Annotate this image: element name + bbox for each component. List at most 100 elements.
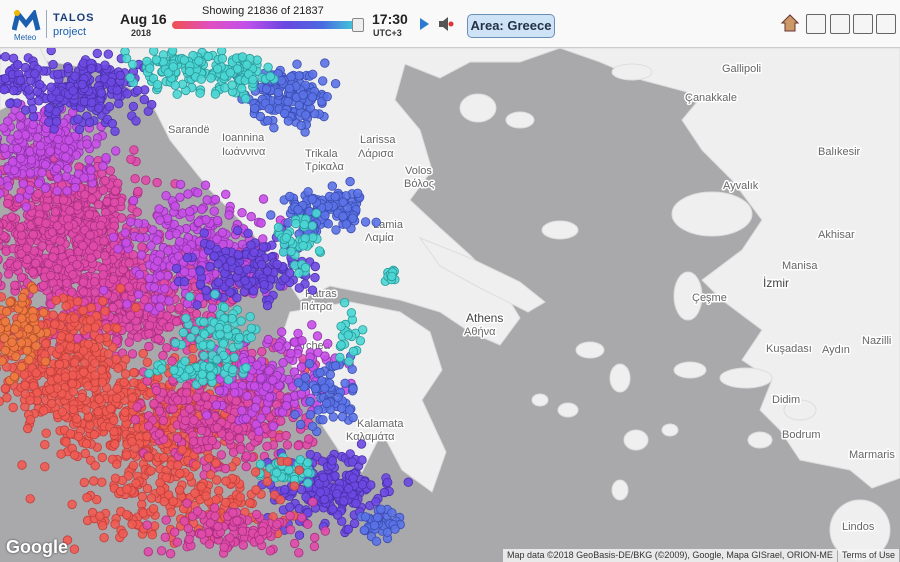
- strike: [133, 218, 143, 228]
- place-label: Βόλος: [404, 178, 434, 190]
- strike: [131, 302, 141, 313]
- sound-button[interactable]: [438, 17, 454, 31]
- strike: [109, 415, 119, 426]
- fullscreen-button[interactable]: [876, 14, 896, 34]
- strike: [45, 146, 55, 156]
- place-label: Καλαμάτα: [346, 431, 395, 443]
- strike: [2, 393, 12, 403]
- strike: [180, 415, 191, 426]
- strike: [97, 452, 108, 463]
- strike: [332, 489, 342, 499]
- strike: [100, 306, 110, 316]
- strike: [141, 175, 151, 185]
- strike: [38, 280, 49, 291]
- strike: [369, 520, 380, 531]
- strike: [67, 379, 78, 389]
- strike: [213, 259, 223, 269]
- strike: [205, 362, 215, 373]
- strike: [338, 211, 348, 222]
- strike: [122, 484, 132, 494]
- strike: [0, 383, 11, 394]
- home-button[interactable]: [781, 14, 799, 32]
- place-label: Τρίκαλα: [305, 161, 344, 173]
- strike: [148, 504, 159, 514]
- strike: [135, 233, 145, 243]
- strike: [254, 426, 264, 437]
- strike: [348, 384, 358, 394]
- place-label: Trikala: [305, 148, 338, 160]
- strike: [0, 53, 2, 61]
- strike: [136, 250, 147, 260]
- strike: [93, 199, 104, 210]
- strike: [312, 331, 323, 341]
- strike: [41, 202, 51, 212]
- strike: [128, 101, 139, 112]
- terms-link[interactable]: Terms of Use: [838, 549, 900, 562]
- strike: [132, 402, 142, 412]
- strike: [335, 352, 345, 363]
- strike: [258, 194, 269, 204]
- strike: [220, 189, 231, 200]
- strike: [32, 132, 43, 143]
- strike: [110, 439, 120, 449]
- slider-handle[interactable]: [352, 18, 364, 32]
- strike: [181, 387, 192, 398]
- time-slider[interactable]: [172, 21, 360, 29]
- strike: [108, 232, 119, 243]
- strike: [261, 382, 272, 392]
- strike: [199, 329, 210, 339]
- strike: [45, 366, 56, 377]
- strike: [165, 549, 176, 559]
- strike: [318, 472, 329, 483]
- strike: [284, 268, 295, 278]
- zoom-in-button[interactable]: [830, 14, 850, 34]
- play-button[interactable]: [418, 17, 430, 31]
- strike: [168, 496, 178, 507]
- strike: [310, 261, 321, 272]
- strike: [96, 365, 107, 375]
- strike: [142, 376, 152, 386]
- strike: [113, 363, 123, 373]
- strike: [52, 263, 63, 274]
- strike: [111, 459, 122, 469]
- layers-button[interactable]: [806, 14, 826, 34]
- area-button[interactable]: Area: Greece: [467, 14, 555, 38]
- strike: [61, 152, 71, 162]
- attribution: Map data ©2018 GeoBasis-DE/BKG (©2009), …: [503, 549, 837, 562]
- strike: [60, 372, 71, 382]
- strike: [277, 327, 287, 337]
- strike: [105, 404, 116, 414]
- date: Aug 16: [120, 11, 167, 27]
- strike: [98, 185, 109, 195]
- strike: [262, 476, 273, 487]
- strike: [84, 155, 94, 165]
- strike: [52, 163, 62, 174]
- strike: [272, 468, 282, 478]
- zoom-out-button[interactable]: [853, 14, 873, 34]
- strike: [240, 93, 251, 104]
- strike: [3, 269, 14, 279]
- strike: [56, 449, 66, 459]
- strike: [231, 396, 241, 406]
- place-label: Λάρισα: [358, 148, 394, 160]
- strike: [124, 282, 134, 292]
- strike: [172, 395, 183, 405]
- strike: [9, 371, 20, 382]
- strike: [210, 194, 221, 205]
- strike: [305, 396, 315, 407]
- strike: [61, 301, 71, 311]
- strike: [280, 484, 290, 495]
- strike: [174, 237, 185, 247]
- strike: [34, 96, 44, 106]
- strike: [144, 273, 155, 284]
- strike: [12, 143, 22, 154]
- strike: [68, 387, 79, 397]
- strike: [83, 381, 93, 391]
- year: 2018: [131, 28, 152, 38]
- strike: [220, 463, 231, 474]
- place-label: Volos: [405, 165, 432, 177]
- strike: [17, 460, 27, 470]
- strike: [13, 130, 23, 140]
- strike: [371, 536, 382, 547]
- strike: [192, 506, 203, 516]
